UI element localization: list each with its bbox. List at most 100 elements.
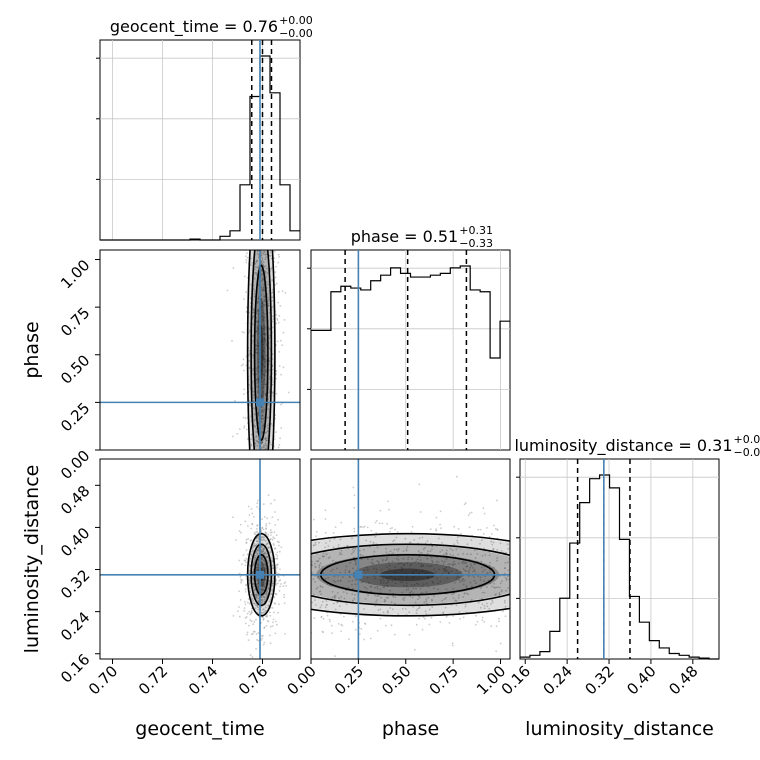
scatter-point (232, 615, 235, 617)
scatter-point (374, 586, 377, 589)
scatter-point (256, 524, 259, 526)
scatter-point (279, 437, 281, 440)
scatter-point (452, 615, 454, 617)
y-tick-label: 0.50 (57, 351, 93, 387)
scatter-point (479, 576, 482, 579)
scatter-point (379, 591, 382, 594)
scatter-point (500, 589, 503, 591)
scatter-point (253, 532, 256, 534)
scatter-point (340, 630, 342, 633)
scatter-point (321, 586, 324, 589)
scatter-point (249, 405, 251, 407)
scatter-point (276, 555, 279, 557)
scatter-point (275, 370, 277, 372)
scatter-point (341, 576, 344, 578)
scatter-point (270, 443, 272, 446)
scatter-point (456, 475, 458, 478)
scatter-point (403, 596, 406, 599)
y-tick-label: 0.32 (57, 566, 93, 602)
scatter-point (437, 537, 440, 540)
scatter-point (463, 579, 466, 582)
scatter-point (281, 290, 284, 292)
scatter-point (470, 539, 473, 541)
scatter-point (261, 386, 264, 388)
scatter-point (376, 595, 379, 597)
scatter-point (330, 624, 333, 627)
scatter-point (272, 566, 275, 569)
scatter-point (400, 566, 403, 569)
scatter-point (262, 424, 265, 427)
scatter-point (249, 613, 252, 616)
scatter-point (242, 363, 245, 366)
scatter-point (458, 594, 460, 597)
scatter-point (457, 536, 459, 539)
scatter-point (234, 399, 236, 402)
scatter-point (231, 339, 233, 342)
x-tick-label: 0.75 (426, 662, 462, 698)
scatter-point (267, 424, 269, 427)
scatter-point (365, 539, 368, 542)
scatter-point (470, 585, 473, 588)
scatter-point (406, 546, 409, 548)
x-tick-label: 0.50 (378, 662, 414, 698)
scatter-point (467, 514, 470, 517)
scatter-point (484, 554, 487, 556)
scatter-point (417, 561, 420, 564)
scatter-point (262, 311, 264, 314)
scatter-point (275, 553, 277, 556)
scatter-point (483, 580, 485, 583)
scatter-point (240, 364, 243, 367)
truth-marker (256, 398, 264, 407)
scatter-point (264, 339, 266, 341)
scatter-point (271, 288, 274, 291)
panel-title-phase: phase = 0.51 (351, 227, 458, 246)
scatter-point (415, 587, 417, 590)
scatter-point (263, 611, 266, 614)
scatter-point (262, 595, 265, 598)
hist-frame-phase (310, 249, 511, 451)
scatter-point (407, 588, 410, 591)
scatter-point (267, 388, 270, 391)
scatter-point (261, 349, 264, 352)
scatter-point (274, 284, 277, 286)
scatter-point (507, 569, 510, 572)
scatter-point (500, 550, 503, 552)
scatter-point (253, 561, 256, 563)
scatter-point (422, 583, 425, 586)
scatter-point (312, 578, 315, 580)
density-level (257, 297, 266, 409)
scatter-point (391, 527, 393, 529)
scatter-point (261, 427, 264, 429)
scatter-point (257, 396, 260, 398)
scatter-point (445, 558, 448, 561)
scatter-point (252, 623, 255, 626)
scatter-point (417, 607, 419, 610)
scatter-point (255, 439, 258, 442)
scatter-point (349, 562, 352, 564)
scatter-point (425, 598, 428, 600)
scatter-point (262, 503, 265, 506)
scatter-point (275, 534, 278, 536)
scatter-point (498, 620, 500, 623)
scatter-point (263, 332, 266, 335)
scatter-point (458, 611, 461, 613)
scatter-point (254, 594, 257, 596)
scatter-point (263, 416, 266, 419)
scatter-point (384, 584, 387, 587)
scatter-point (255, 431, 257, 433)
scatter-point (262, 550, 265, 552)
x-tick-label: 0.74 (185, 662, 221, 698)
y-tick-label: 0.00 (57, 447, 93, 483)
panel-title-luminosity_distance: luminosity_distance = 0.31 (514, 436, 732, 456)
x-tick-label: 0.70 (85, 662, 121, 698)
scatter-point (262, 569, 265, 571)
scatter-point (262, 330, 264, 333)
scatter-point (329, 556, 331, 558)
scatter-point (275, 431, 277, 434)
scatter-point (257, 342, 259, 345)
scatter-point (269, 529, 272, 531)
scatter-point (382, 582, 385, 584)
scatter-point (491, 575, 494, 578)
panel-title-sub: −0.00 (279, 27, 313, 40)
scatter-point (319, 585, 322, 588)
